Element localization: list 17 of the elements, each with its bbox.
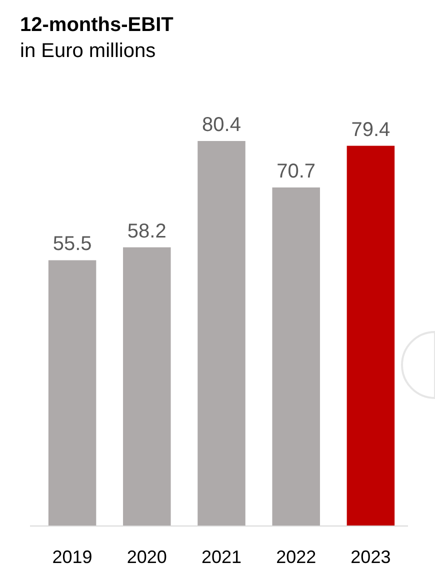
data-label: 80.4 bbox=[202, 114, 241, 136]
data-label: 70.7 bbox=[276, 160, 316, 182]
bar bbox=[272, 187, 320, 526]
data-label: 58.2 bbox=[127, 220, 166, 242]
data-label: 79.4 bbox=[351, 118, 390, 141]
x-tick-label: 2019 bbox=[52, 547, 92, 567]
x-tick-label: 2022 bbox=[276, 547, 316, 567]
x-tick-label: 2020 bbox=[126, 547, 167, 567]
bar bbox=[123, 247, 171, 526]
x-tick-label: 2021 bbox=[201, 547, 242, 567]
bar bbox=[346, 146, 395, 526]
chart-title: 12-months-EBIT bbox=[20, 14, 174, 36]
bar bbox=[48, 260, 96, 526]
bar bbox=[198, 141, 246, 526]
data-label: 55.5 bbox=[52, 233, 92, 256]
chart-subtitle: in Euro millions bbox=[20, 40, 156, 62]
x-tick-label: 2023 bbox=[350, 547, 391, 567]
